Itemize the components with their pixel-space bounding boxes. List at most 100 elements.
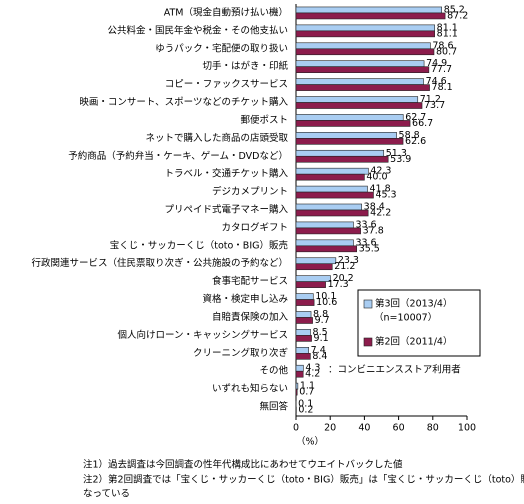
bar [296,353,310,359]
y-tick-label: 映画・コンサート、スポーツなどのチケット購入 [79,96,288,108]
bar [296,335,312,341]
bar [296,103,422,109]
value-label: 45.3 [375,190,396,201]
y-tick-label: デジカメプリント [212,186,288,198]
bar [296,294,313,300]
value-label: 66.7 [412,118,433,129]
bar [296,317,313,323]
bar [296,25,435,31]
x-tick-label: 40 [358,423,370,434]
bar [296,132,397,138]
bar [296,371,303,377]
value-label: 87.2 [447,10,468,21]
value-label: 42.2 [370,208,391,219]
bar [296,383,298,389]
x-tick-label: 20 [324,423,336,434]
bar [296,156,388,162]
bar [296,97,418,103]
value-label: 8.4 [312,351,327,362]
bar [296,186,367,192]
value-label: 4.2 [305,369,320,380]
bar [296,228,361,234]
value-label: 21.2 [334,261,355,272]
respondents-note: ：コンビニエンスストア利用者 [328,364,461,376]
bar [296,192,373,198]
bar [296,67,429,73]
x-tick-label: 100 [458,423,476,434]
bar [296,13,445,19]
bar [296,264,332,270]
y-tick-label: 公共料金・国民年金や税金・その他支払い [107,24,288,36]
bar [296,389,297,395]
y-tick-label: ゆうパック・宅配便の取り扱い [155,42,288,54]
bar [296,276,331,282]
bar [296,240,353,246]
value-label: 78.1 [432,82,453,93]
bar [296,246,357,252]
y-tick-label: 予約商品（予約弁当・ケーキ、ゲーム・DVDなど） [68,150,288,162]
y-tick-label: 無回答 [259,401,288,413]
value-label: 17.3 [328,279,349,290]
y-tick-label: 切手・はがき・印紙 [202,60,288,72]
y-tick-label: 食事宅配サービス [212,275,288,287]
x-tick-label: 80 [427,423,439,434]
footnote: 注2）第2回調査では「宝くじ・サッカーくじ（toto・BIG）販売」は「宝くじ・… [83,474,524,486]
y-tick-label: コピー・ファックスサービス [165,79,288,90]
bar [296,329,311,335]
sample-label: （n=10007） [374,312,437,324]
value-label: 0.7 [299,387,314,398]
bar [296,210,368,216]
value-label: 73.7 [424,100,445,111]
y-tick-label: プリペイド式電子マネー購入 [164,204,288,216]
bar [296,258,336,264]
y-tick-label: 自賠責保険の加入 [212,311,289,323]
bar [296,61,424,67]
bar [296,300,314,306]
value-label: 80.7 [436,46,457,57]
x-tick-label: 60 [393,423,405,434]
y-tick-label: カタログギフト [221,221,288,233]
y-tick-label: 宝くじ・サッカーくじ（toto・BIG）販売 [110,239,288,251]
bar [296,282,326,288]
footnote: なっている [83,489,130,500]
bar [296,120,410,126]
bar [296,174,364,180]
y-tick-label: ネットで購入した商品の店頭受取 [145,132,288,144]
footnote: 注1）過去調査は今回調査の性年代構成比にあわせてウエイトバックした値 [83,459,403,471]
bar [296,31,435,37]
bar [296,168,368,174]
y-tick-label: 資格・検定申し込み [202,293,288,305]
legend-label: 第2回（2011/4） [375,336,452,348]
value-label: 40.0 [366,172,387,183]
value-label: 81.1 [437,28,458,39]
legend-swatch [364,300,372,308]
bar [296,347,309,353]
bar [296,7,442,13]
bar [296,85,430,91]
bar [296,79,424,85]
bar [296,311,311,317]
x-axis-label: （%） [296,436,324,448]
y-tick-label: トラベル・交通チケット購入 [164,168,288,180]
value-label: 37.8 [363,225,384,236]
bar [296,114,403,120]
value-label: 53.9 [390,154,411,165]
value-label: 9.1 [314,333,329,344]
value-label: 35.5 [359,243,380,254]
bar [296,49,434,55]
bar [296,204,362,210]
y-tick-label: クリーニング取り次ぎ [193,347,289,359]
y-tick-label: ATM（現金自動預け払い機） [164,6,288,18]
bar [296,222,353,228]
x-tick-label: 0 [293,423,299,434]
legend-label: 第3回（2013/4） [375,298,452,310]
value-label: 0.2 [298,405,313,416]
y-tick-label: その他 [259,365,288,377]
bar [296,138,403,144]
y-tick-label: 行政関連サービス（住民票取り次ぎ・公共施設の予約など） [31,257,288,269]
y-tick-label: 個人向けローン・キャッシングサービス [117,329,288,341]
value-label: 10.6 [316,297,337,308]
legend-swatch [364,338,372,346]
bar [296,43,430,49]
